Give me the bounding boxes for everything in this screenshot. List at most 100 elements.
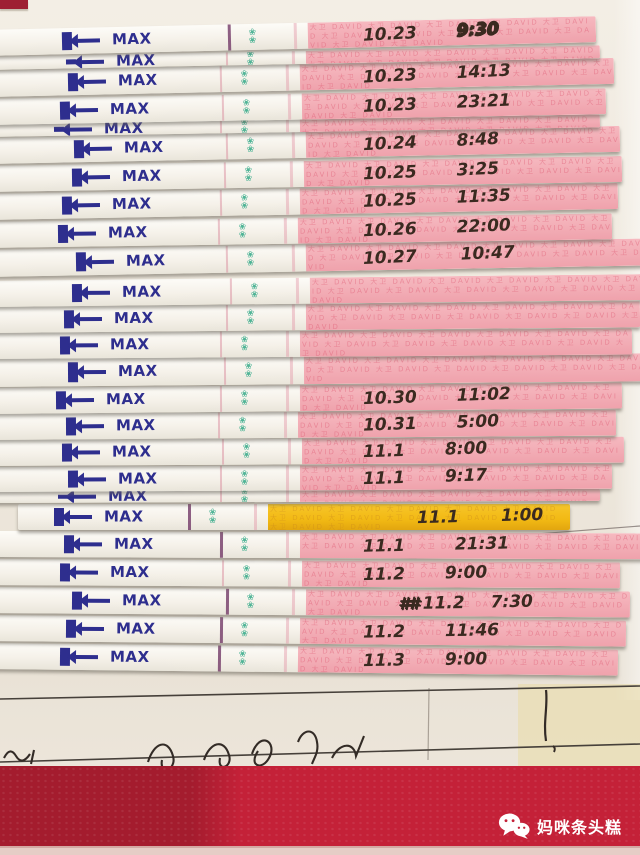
control-line: [291, 589, 296, 616]
brand-watermark-text: 大卫 DAVID 大卫 DAVID 大卫 DAVID 大卫 DAVID 大卫 D…: [305, 354, 640, 384]
max-label: MAX: [123, 137, 164, 157]
note-gap: [405, 563, 445, 584]
note-date: 11.2: [362, 621, 406, 643]
note-gap: [416, 413, 457, 434]
note-time: 1:00: [500, 504, 544, 526]
strip-handle: 大卫 DAVID 大卫 DAVID 大卫 DAVID 大卫 DAVID 大卫 D…: [299, 328, 633, 357]
max-label: MAX: [111, 194, 152, 214]
test-strip: MAX ❀ ❀ 大卫 DAVID 大卫 DAVID 大卫 DAVID 大卫 DA…: [18, 504, 570, 530]
max-arrow-icon: [77, 203, 101, 208]
max-arrow-icon: [79, 316, 103, 322]
test-line: [225, 588, 230, 615]
floral-glyph: ❀: [246, 144, 255, 155]
green-chain-pattern-icon: ❀ ❀: [236, 646, 249, 672]
note-time: 7:30: [490, 591, 534, 613]
max-label: MAX: [115, 50, 156, 70]
note-prefix: [358, 165, 359, 185]
floral-glyph: ❀: [208, 516, 217, 526]
green-chain-pattern-icon: ❀ ❀: [236, 412, 249, 438]
note-date: 10.27: [362, 246, 418, 269]
brand-watermark-text: 大卫 DAVID 大卫 DAVID 大卫 DAVID 大卫 DAVID 大卫 D…: [307, 302, 640, 331]
note-gap: [459, 506, 502, 527]
test-line: [223, 162, 227, 189]
note-time: 3:25: [456, 158, 500, 181]
note-gap: [405, 650, 445, 671]
max-arrow-icon: [83, 79, 107, 84]
floral-glyph: ❀: [250, 290, 259, 301]
test-line: [219, 490, 223, 503]
max-arrow-icon: [77, 38, 101, 43]
note-time: 9:30: [456, 19, 500, 42]
note-time: 11:02: [456, 384, 512, 406]
note-time: 9:00: [444, 562, 488, 584]
note-gap: [405, 440, 446, 461]
control-line: [254, 504, 257, 530]
control-line: [287, 560, 292, 587]
max-label: MAX: [105, 389, 146, 409]
note-date: 11.2: [422, 592, 465, 614]
floral-glyph: ❀: [240, 477, 249, 488]
handwriting-scribble: [3, 730, 365, 771]
max-block: [54, 508, 64, 526]
note-time: 8:00: [444, 438, 488, 460]
test-line: [217, 218, 221, 245]
floral-glyph: ❀: [242, 106, 251, 117]
max-label: MAX: [109, 335, 150, 354]
test-strip: MAX ❀ ❀ 大卫 DAVID 大卫 DAVID 大卫 DAVID 大卫 DA…: [0, 409, 617, 440]
note-gap: [464, 592, 490, 612]
floral-glyph: ❀: [238, 657, 247, 668]
max-arrow-icon: [87, 175, 111, 180]
note-prefix: [358, 389, 359, 409]
floral-glyph: ❀: [242, 450, 251, 461]
note-prefix: [412, 508, 413, 528]
note-date: 11.1: [362, 535, 406, 557]
green-chain-pattern-icon: ❀ ❀: [238, 65, 252, 91]
note-date: 10.25: [362, 162, 418, 185]
test-line: [219, 66, 223, 93]
note-time: 23:21: [456, 90, 512, 113]
test-strip: MAX ❀ ❀ 大卫 DAVID 大卫 DAVID 大卫 DAVID 大卫 DA…: [0, 436, 625, 466]
brand-watermark-text: 大卫 DAVID 大卫 DAVID 大卫 DAVID 大卫 DAVID 大卫 D…: [301, 329, 630, 357]
note-date: 11.2: [362, 564, 406, 586]
tape-patch: [518, 684, 640, 768]
control-line: [289, 161, 294, 188]
max-arrow-icon: [91, 259, 115, 264]
note-date: 10.26: [362, 219, 418, 242]
note-prefix: [358, 469, 359, 489]
strip-handle: 大卫 DAVID 大卫 DAVID 大卫 DAVID 大卫 DAVID 大卫 D…: [303, 353, 640, 385]
max-arrow-icon: [75, 570, 99, 575]
max-arrow-icon: [79, 542, 103, 547]
floral-glyph: ❀: [238, 230, 247, 241]
max-arrow-icon: [81, 424, 105, 429]
note-gap: [416, 21, 457, 43]
floral-glyph: ❀: [244, 369, 253, 380]
max-arrow-icon: [83, 476, 107, 481]
handwritten-note: 11.2 9:00: [358, 563, 488, 586]
note-prefix: [358, 135, 359, 155]
note-time: 11:46: [444, 620, 500, 642]
green-chain-pattern-icon: ❀ ❀: [246, 24, 260, 50]
test-line: [219, 331, 223, 358]
note-gap: [416, 131, 457, 153]
control-line: [285, 617, 290, 644]
note-prefix: [358, 192, 359, 212]
green-chain-pattern-icon: ❀ ❀: [244, 305, 257, 331]
green-chain-pattern-icon: ❀ ❀: [238, 466, 251, 491]
max-arrow-icon: [71, 398, 95, 403]
handwritten-note: 11.1 1:00: [412, 505, 544, 528]
green-chain-pattern-icon: ❀ ❀: [244, 589, 257, 615]
test-line: [219, 385, 223, 412]
test-line: [219, 531, 224, 558]
green-chain-pattern-icon: ❀ ❀: [244, 49, 257, 67]
green-chain-pattern-icon: ❀ ❀: [244, 245, 257, 272]
max-label: MAX: [111, 29, 152, 49]
green-chain-pattern-icon: ❀ ❀: [206, 504, 219, 530]
floral-glyph: ❀: [246, 257, 255, 268]
test-line: [219, 189, 223, 216]
test-line: [188, 504, 191, 530]
note-prefix: ##: [397, 593, 418, 615]
note-time: 9:17: [444, 464, 488, 487]
green-chain-pattern-icon: ❀ ❀: [238, 617, 251, 643]
max-label: MAX: [125, 250, 166, 270]
note-prefix: [358, 97, 359, 117]
